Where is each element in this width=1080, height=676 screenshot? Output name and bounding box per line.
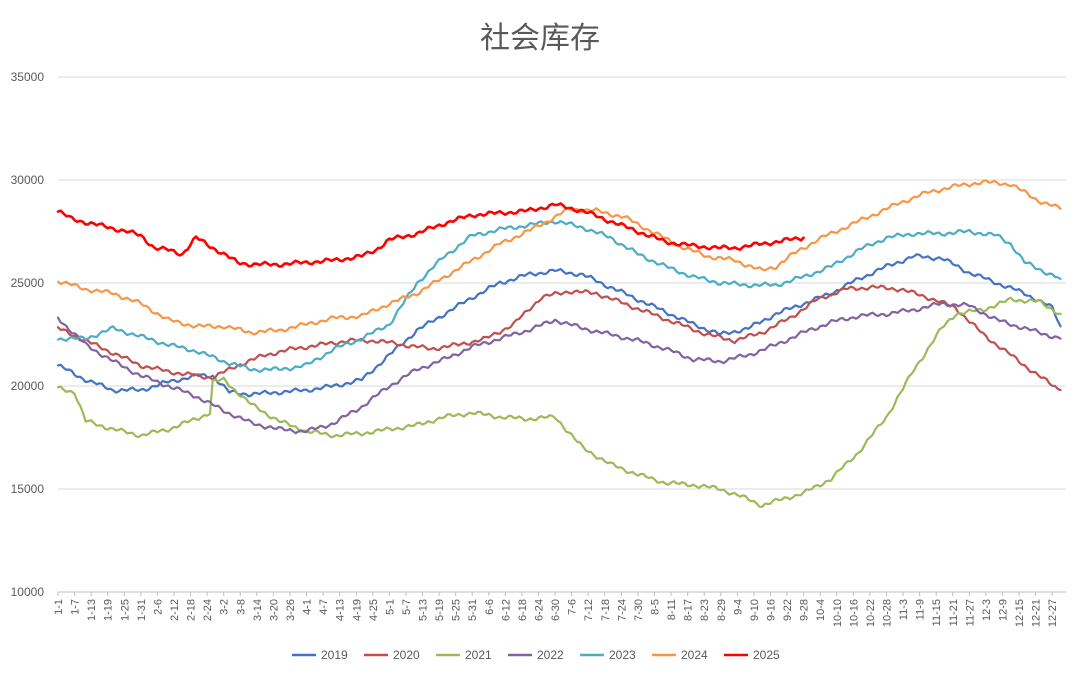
legend-label-2021: 2021	[465, 648, 492, 662]
x-tick-label: 12-21	[1031, 599, 1043, 627]
x-tick-label: 11-9	[915, 599, 927, 620]
x-tick-label: 4-19	[351, 599, 363, 621]
x-tick-label: 3-26	[285, 599, 297, 621]
x-tick-label: 3-14	[252, 599, 264, 621]
x-tick-label: 5-13	[418, 599, 430, 621]
y-tick-label: 10000	[11, 585, 45, 599]
x-tick-label: 4-7	[318, 599, 330, 615]
x-tick-label: 4-1	[302, 599, 314, 615]
plot-area	[56, 179, 1062, 508]
x-tick-label: 2-18	[186, 599, 198, 621]
legend-label-2022: 2022	[537, 648, 564, 662]
x-tick-label: 3-8	[235, 599, 247, 615]
x-tick-label: 6-18	[517, 599, 529, 621]
x-tick-label: 9-16	[766, 599, 778, 621]
x-tick-label: 9-10	[749, 599, 761, 621]
x-tick-label: 9-4	[732, 599, 744, 615]
x-tick-label: 9-22	[782, 599, 794, 621]
x-tick-label: 5-25	[451, 599, 463, 621]
series-line-2022	[56, 301, 1062, 435]
y-tick-label: 35000	[11, 70, 45, 84]
x-tick-label: 3-20	[268, 599, 280, 621]
x-tick-label: 10-16	[848, 599, 860, 627]
x-tick-label: 8-29	[716, 599, 728, 621]
x-tick-label: 7-24	[616, 599, 628, 621]
x-tick-label: 7-18	[600, 599, 612, 621]
x-tick-label: 7-30	[633, 599, 645, 621]
x-tick-label: 10-28	[881, 599, 893, 627]
x-tick-label: 1-31	[136, 599, 148, 621]
x-tick-label: 10-22	[865, 599, 877, 627]
x-tick-label: 1-25	[119, 599, 131, 621]
chart-title: 社会库存	[480, 21, 600, 56]
x-tick-label: 4-25	[368, 599, 380, 621]
x-tick-label: 11-15	[931, 599, 943, 626]
x-tick-label: 12-3	[981, 599, 993, 621]
x-axis: 1-1 1-7 1-13 1-19 1-25 1-31 2-6 2-12 2-18 2-24 3-2…	[53, 592, 1059, 627]
x-tick-label: 6-24	[534, 599, 546, 621]
x-tick-label: 1-7	[70, 599, 82, 615]
x-tick-label: 11-27	[964, 599, 976, 626]
x-tick-label: 12-27	[1047, 599, 1059, 627]
legend-label-2025: 2025	[753, 648, 780, 662]
x-tick-label: 1-13	[86, 599, 98, 621]
x-tick-label: 2-6	[152, 599, 164, 615]
series-line-2023	[56, 220, 1062, 374]
x-tick-label: 12-9	[997, 599, 1009, 621]
x-tick-label: 6-30	[550, 599, 562, 621]
x-tick-label: 4-13	[335, 599, 347, 621]
x-tick-label: 8-17	[683, 599, 695, 621]
x-tick-label: 1-19	[103, 599, 115, 621]
x-tick-label: 7-6	[567, 599, 579, 615]
x-tick-label: 11-3	[898, 599, 910, 620]
x-tick-label: 2-24	[202, 599, 214, 621]
x-tick-label: 6-12	[500, 599, 512, 621]
legend-label-2019: 2019	[321, 648, 348, 662]
x-tick-label: 12-15	[1014, 599, 1026, 627]
x-tick-label: 8-23	[699, 599, 711, 621]
legend-label-2024: 2024	[681, 648, 708, 662]
x-tick-label: 1-1	[53, 599, 65, 615]
x-tick-label: 5-1	[384, 599, 396, 615]
y-tick-label: 15000	[11, 482, 45, 496]
series-line-2019	[56, 253, 1062, 398]
x-tick-label: 10-10	[832, 599, 844, 627]
x-tick-label: 8-5	[650, 599, 662, 615]
x-tick-label: 2-12	[169, 599, 181, 621]
x-tick-label: 3-2	[219, 599, 231, 615]
x-tick-label: 8-11	[666, 599, 678, 620]
x-tick-label: 6-6	[484, 599, 496, 615]
y-axis: 10000 15000 20000 25000 30000 35000	[11, 70, 45, 599]
x-tick-label: 5-7	[401, 599, 413, 615]
series-line-2025	[56, 202, 805, 268]
series-line-2020	[56, 284, 1062, 392]
x-tick-label: 10-4	[815, 599, 827, 621]
x-tick-label: 5-31	[467, 599, 479, 621]
y-tick-label: 20000	[11, 379, 45, 393]
legend-label-2020: 2020	[393, 648, 420, 662]
series-line-2024	[56, 179, 1062, 336]
y-tick-label: 25000	[11, 276, 45, 290]
legend: 2019 2020 2021 2022 2023 2024 2025	[292, 648, 780, 662]
y-tick-label: 30000	[11, 173, 45, 187]
x-tick-label: 5-19	[434, 599, 446, 621]
x-tick-label: 11-21	[948, 599, 960, 626]
series-line-2021	[56, 296, 1062, 508]
x-tick-label: 7-12	[583, 599, 595, 621]
gridlines	[58, 76, 1066, 593]
x-tick-label: 9-28	[799, 599, 811, 621]
legend-label-2023: 2023	[609, 648, 636, 662]
